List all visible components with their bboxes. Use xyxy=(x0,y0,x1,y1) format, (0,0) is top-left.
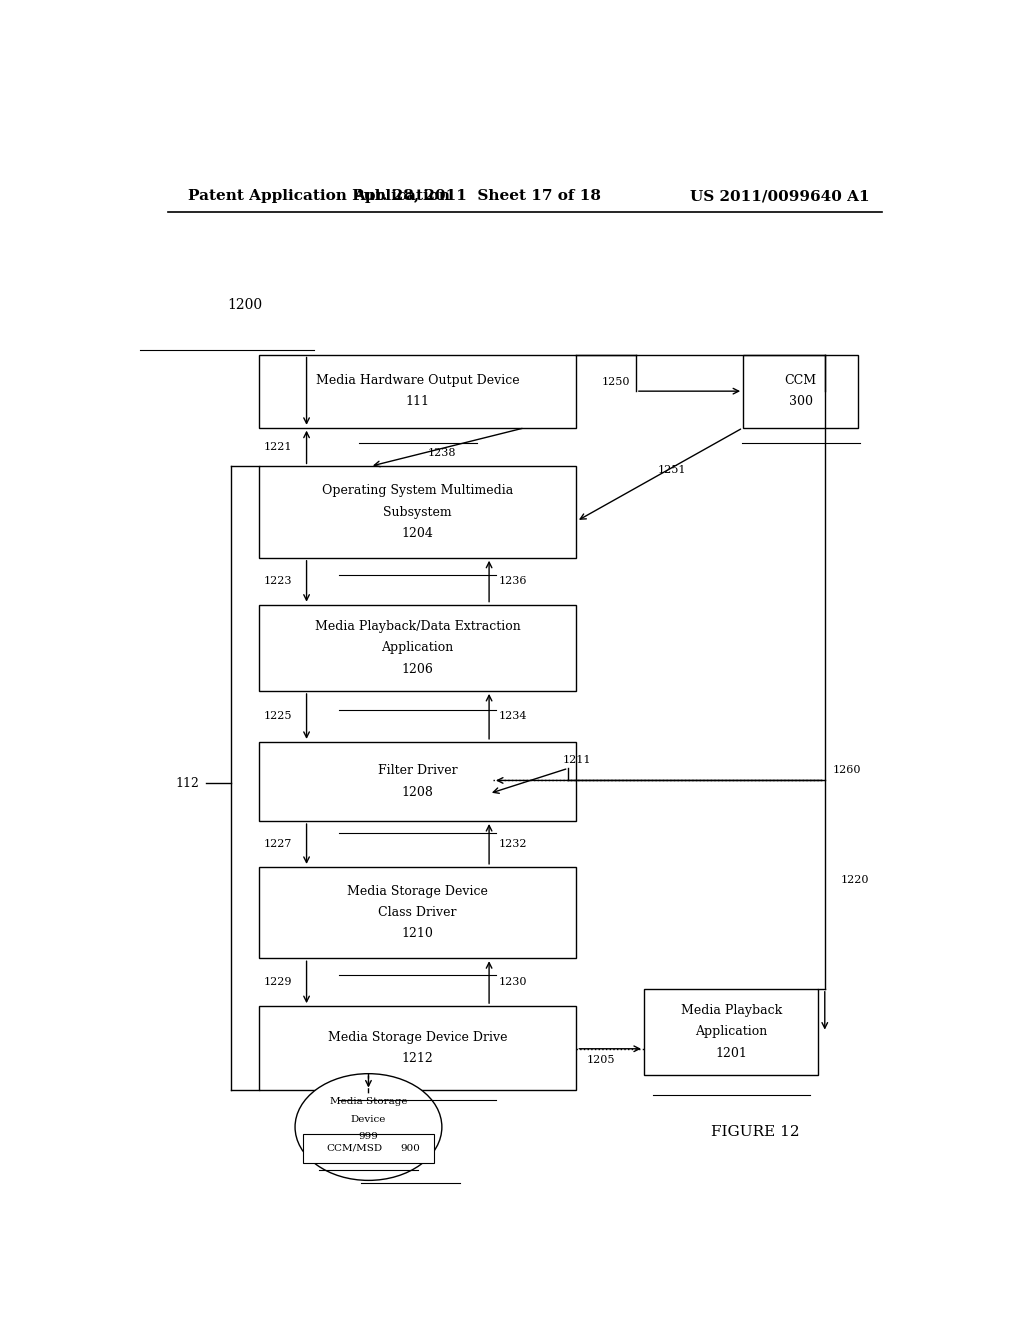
Bar xyxy=(644,989,818,1076)
Text: Filter Driver: Filter Driver xyxy=(378,764,458,777)
Text: 1221: 1221 xyxy=(264,442,292,451)
Text: Operating System Multimedia: Operating System Multimedia xyxy=(322,484,513,498)
Text: 1230: 1230 xyxy=(499,977,527,986)
Bar xyxy=(259,605,577,690)
Text: 1250: 1250 xyxy=(602,378,631,387)
Text: 1200: 1200 xyxy=(227,298,262,312)
Bar xyxy=(259,742,577,821)
Text: 1234: 1234 xyxy=(499,711,527,722)
Text: Class Driver: Class Driver xyxy=(379,906,457,919)
Text: 1238: 1238 xyxy=(427,449,456,458)
Text: CCM: CCM xyxy=(784,374,816,387)
Text: 1205: 1205 xyxy=(587,1055,615,1065)
Text: 1201: 1201 xyxy=(715,1047,748,1060)
Text: 112: 112 xyxy=(175,777,200,789)
Text: Media Storage: Media Storage xyxy=(330,1097,408,1106)
Text: Media Playback: Media Playback xyxy=(681,1005,781,1018)
Text: 1212: 1212 xyxy=(401,1052,433,1065)
Text: Subsystem: Subsystem xyxy=(383,506,452,519)
Bar xyxy=(303,1134,434,1163)
Text: FIGURE 12: FIGURE 12 xyxy=(711,1125,800,1139)
Text: 1260: 1260 xyxy=(833,766,861,775)
Text: 1227: 1227 xyxy=(264,840,292,850)
Text: 300: 300 xyxy=(788,395,813,408)
Text: Patent Application Publication: Patent Application Publication xyxy=(187,189,450,203)
Text: 1251: 1251 xyxy=(657,466,686,475)
Text: 1220: 1220 xyxy=(841,875,869,884)
Text: 1211: 1211 xyxy=(563,755,592,766)
Text: 999: 999 xyxy=(358,1131,379,1140)
Text: Media Storage Device Drive: Media Storage Device Drive xyxy=(328,1031,508,1044)
Bar xyxy=(259,867,577,958)
Text: 1232: 1232 xyxy=(499,840,527,850)
Text: 1225: 1225 xyxy=(264,711,292,722)
Text: 1236: 1236 xyxy=(499,577,527,586)
Bar xyxy=(743,355,858,428)
Text: Application: Application xyxy=(695,1026,767,1039)
Text: Media Hardware Output Device: Media Hardware Output Device xyxy=(315,374,519,387)
Text: Application: Application xyxy=(382,642,454,655)
Text: US 2011/0099640 A1: US 2011/0099640 A1 xyxy=(690,189,870,203)
Text: 1206: 1206 xyxy=(401,663,433,676)
Text: 1229: 1229 xyxy=(264,977,292,986)
Text: Media Playback/Data Extraction: Media Playback/Data Extraction xyxy=(314,620,520,634)
Text: Media Storage Device: Media Storage Device xyxy=(347,884,488,898)
Text: 1223: 1223 xyxy=(264,577,292,586)
Text: Device: Device xyxy=(351,1115,386,1125)
Text: 1204: 1204 xyxy=(401,527,433,540)
Text: Apr. 28, 2011  Sheet 17 of 18: Apr. 28, 2011 Sheet 17 of 18 xyxy=(353,189,601,203)
Text: CCM/MSD: CCM/MSD xyxy=(326,1144,382,1152)
Text: 1208: 1208 xyxy=(401,785,433,799)
Text: 111: 111 xyxy=(406,395,430,408)
Bar xyxy=(259,355,577,428)
Bar xyxy=(259,1006,577,1090)
Text: 900: 900 xyxy=(400,1144,421,1152)
Bar xyxy=(259,466,577,558)
Ellipse shape xyxy=(295,1073,442,1180)
Text: 1210: 1210 xyxy=(401,928,433,940)
